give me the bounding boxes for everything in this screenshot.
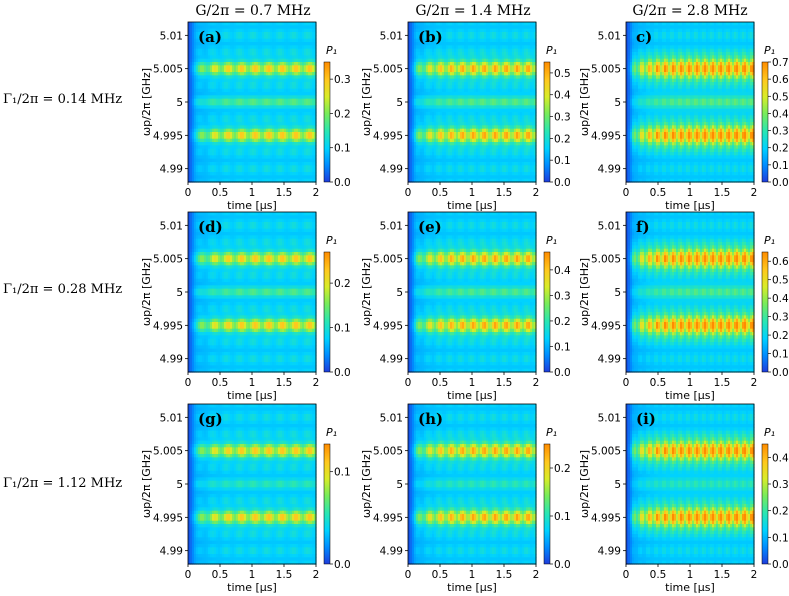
column-title-1: G/2π = 0.7 MHz: [195, 3, 310, 19]
row-title-3: Γ₁/2π = 1.12 MHz: [3, 476, 122, 491]
heatmap-cells: [188, 22, 317, 183]
column-title-2: G/2π = 1.4 MHz: [415, 3, 530, 19]
column-title-3: G/2π = 2.8 MHz: [632, 3, 747, 19]
row-title-2: Γ₁/2π = 0.28 MHz: [3, 282, 122, 297]
heatmap-figure: G/2π = 0.7 MHz G/2π = 1.4 MHz G/2π = 2.8…: [0, 0, 789, 596]
row-title-1: Γ₁/2π = 0.14 MHz: [3, 92, 122, 107]
